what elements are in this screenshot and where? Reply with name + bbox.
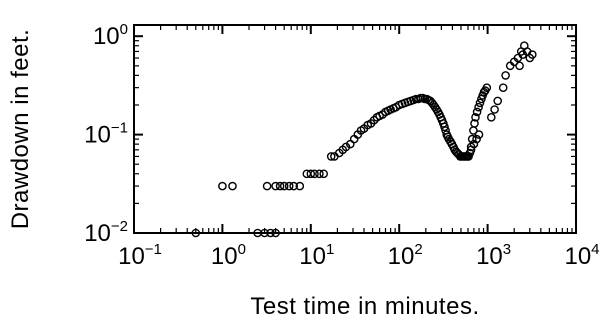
data-point — [310, 169, 319, 179]
y-tick-label: 100 — [93, 21, 128, 50]
tick-marks — [133, 25, 577, 234]
data-point — [295, 181, 305, 191]
data-point — [466, 142, 476, 152]
data-point — [474, 102, 483, 112]
data-point — [271, 228, 280, 238]
x-tick-label: 102 — [388, 241, 423, 270]
y-axis-title: Drawdown in feet. — [7, 29, 34, 230]
data-point — [275, 181, 285, 191]
data-point — [470, 119, 479, 128]
data-point — [472, 107, 482, 117]
x-tick-labels: 10−1 100 101 102 103 104 — [118, 241, 599, 270]
y-tick-label: 10−1 — [84, 120, 128, 149]
data-point — [467, 134, 477, 144]
data-point — [289, 181, 299, 191]
plot-frame — [133, 24, 577, 234]
data-point — [266, 228, 275, 238]
data-point — [306, 169, 316, 179]
data-point — [191, 228, 201, 238]
data-point — [490, 105, 499, 114]
x-tick-label: 104 — [564, 241, 599, 270]
data-point — [262, 181, 272, 191]
data-point — [341, 142, 351, 152]
x-tick-label: 101 — [299, 241, 334, 270]
x-tick-label: 103 — [476, 241, 511, 270]
data-point — [515, 61, 524, 71]
data-point — [498, 83, 508, 92]
data-point — [493, 96, 503, 106]
data-point — [486, 113, 496, 122]
x-tick-label: 100 — [211, 241, 246, 270]
data-point — [260, 228, 269, 238]
data-point — [482, 83, 492, 92]
data-point — [279, 181, 289, 191]
data-point — [326, 152, 336, 161]
data-point — [284, 181, 294, 191]
data-point — [218, 181, 227, 191]
data-point — [271, 181, 280, 191]
data-point — [518, 50, 528, 59]
data-point — [471, 113, 480, 122]
data-point — [528, 50, 537, 59]
data-points — [191, 41, 537, 238]
y-tick-labels: 10−2 10−1 100 — [84, 21, 128, 247]
x-axis-title: Test time in minutes. — [250, 293, 479, 320]
y-tick-label: 10−2 — [84, 218, 128, 247]
data-point — [472, 134, 481, 144]
data-point — [228, 181, 237, 191]
data-point — [319, 169, 329, 179]
data-point — [315, 169, 324, 179]
x-tick-label: 10−1 — [118, 241, 162, 270]
data-point — [475, 98, 485, 108]
data-point — [474, 130, 484, 139]
data-point — [479, 87, 489, 97]
data-point — [440, 122, 449, 132]
data-point — [501, 71, 510, 80]
